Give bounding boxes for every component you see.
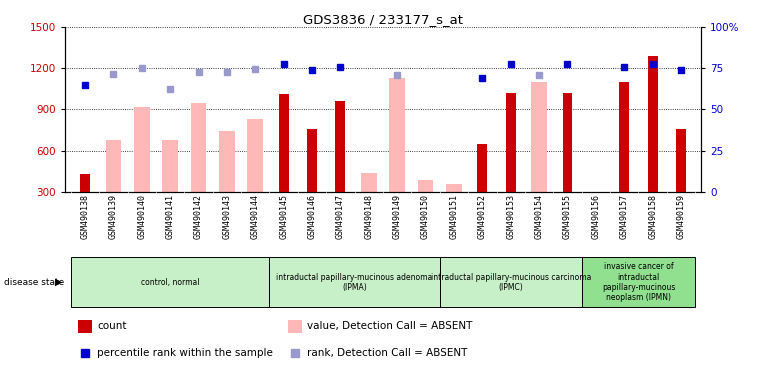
Bar (336, 101, 345, 192)
Text: GSM490158: GSM490158 (648, 194, 657, 239)
Text: GSM490142: GSM490142 (194, 194, 203, 239)
Text: disease state: disease state (4, 278, 64, 287)
Text: GSM490145: GSM490145 (279, 194, 288, 239)
Text: GSM490143: GSM490143 (222, 194, 231, 239)
Bar (581, 257, 696, 307)
Text: invasive cancer of
intraductal
papillary-mucinous
neoplasm (IPMN): invasive cancer of intraductal papillary… (602, 262, 675, 302)
Text: GSM490149: GSM490149 (393, 194, 401, 239)
Bar (440, 257, 581, 307)
Text: intraductal papillary-mucinous carcinoma
(IPMC): intraductal papillary-mucinous carcinoma… (430, 273, 591, 292)
Bar (78, 320, 92, 333)
Bar (676, 129, 686, 192)
Text: GSM490150: GSM490150 (421, 194, 430, 239)
Text: control, normal: control, normal (141, 278, 199, 287)
Bar (279, 94, 289, 192)
Text: GSM490159: GSM490159 (676, 194, 686, 239)
Bar (162, 140, 178, 192)
Text: GSM490154: GSM490154 (535, 194, 544, 239)
Bar (106, 140, 121, 192)
Text: count: count (97, 321, 126, 331)
Bar (219, 131, 234, 192)
Text: GSM490146: GSM490146 (307, 194, 316, 239)
Text: GSM490151: GSM490151 (450, 194, 459, 239)
Text: GSM490140: GSM490140 (137, 194, 146, 239)
Bar (648, 56, 657, 192)
Text: rank, Detection Call = ABSENT: rank, Detection Call = ABSENT (306, 348, 467, 358)
Text: GSM490157: GSM490157 (620, 194, 629, 239)
Text: GSM490155: GSM490155 (563, 194, 572, 239)
Bar (70, 257, 270, 307)
Text: GSM490152: GSM490152 (478, 194, 487, 239)
Bar (247, 119, 263, 192)
Text: ▶: ▶ (55, 277, 63, 287)
Bar (270, 257, 440, 307)
Text: GSM490141: GSM490141 (165, 194, 175, 239)
Text: GSM490153: GSM490153 (506, 194, 516, 239)
Bar (477, 144, 487, 192)
Text: GSM490147: GSM490147 (336, 194, 345, 239)
Bar (191, 103, 206, 192)
Text: GSM490138: GSM490138 (80, 194, 90, 239)
Bar (307, 129, 317, 192)
Text: GSM490148: GSM490148 (365, 194, 373, 239)
Bar (532, 82, 547, 192)
Text: percentile rank within the sample: percentile rank within the sample (97, 348, 273, 358)
Text: GSM490144: GSM490144 (250, 194, 260, 239)
Bar (288, 320, 302, 333)
Bar (361, 173, 377, 192)
Bar (619, 82, 629, 192)
Text: value, Detection Call = ABSENT: value, Detection Call = ABSENT (306, 321, 472, 331)
Bar (562, 93, 572, 192)
Text: GSM490139: GSM490139 (109, 194, 118, 239)
Bar (389, 78, 405, 192)
Text: GSM490156: GSM490156 (591, 194, 601, 239)
Bar (446, 184, 462, 192)
Text: GDS3836 / 233177_s_at: GDS3836 / 233177_s_at (303, 13, 463, 26)
Bar (134, 107, 149, 192)
Bar (506, 93, 516, 192)
Text: intraductal papillary-mucinous adenoma
(IPMA): intraductal papillary-mucinous adenoma (… (277, 273, 433, 292)
Bar (80, 174, 90, 192)
Bar (417, 180, 434, 192)
